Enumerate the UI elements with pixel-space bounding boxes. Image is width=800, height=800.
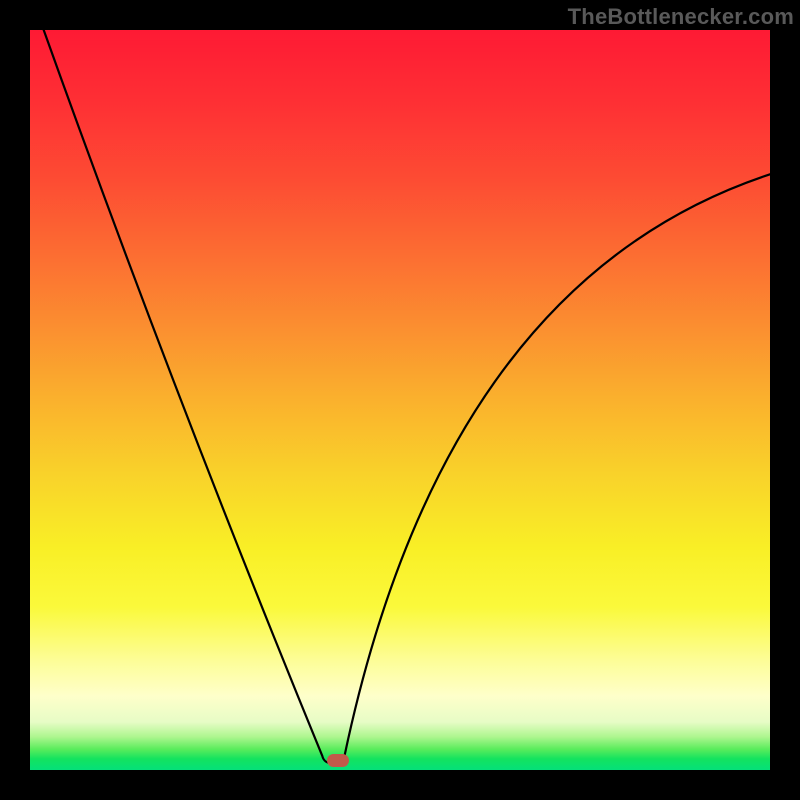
curve-path [44, 30, 770, 763]
watermark-text: TheBottlenecker.com [568, 4, 794, 30]
bottleneck-curve [30, 30, 770, 770]
optimum-marker [327, 754, 349, 767]
chart-container: TheBottlenecker.com [0, 0, 800, 800]
plot-area [30, 30, 770, 770]
